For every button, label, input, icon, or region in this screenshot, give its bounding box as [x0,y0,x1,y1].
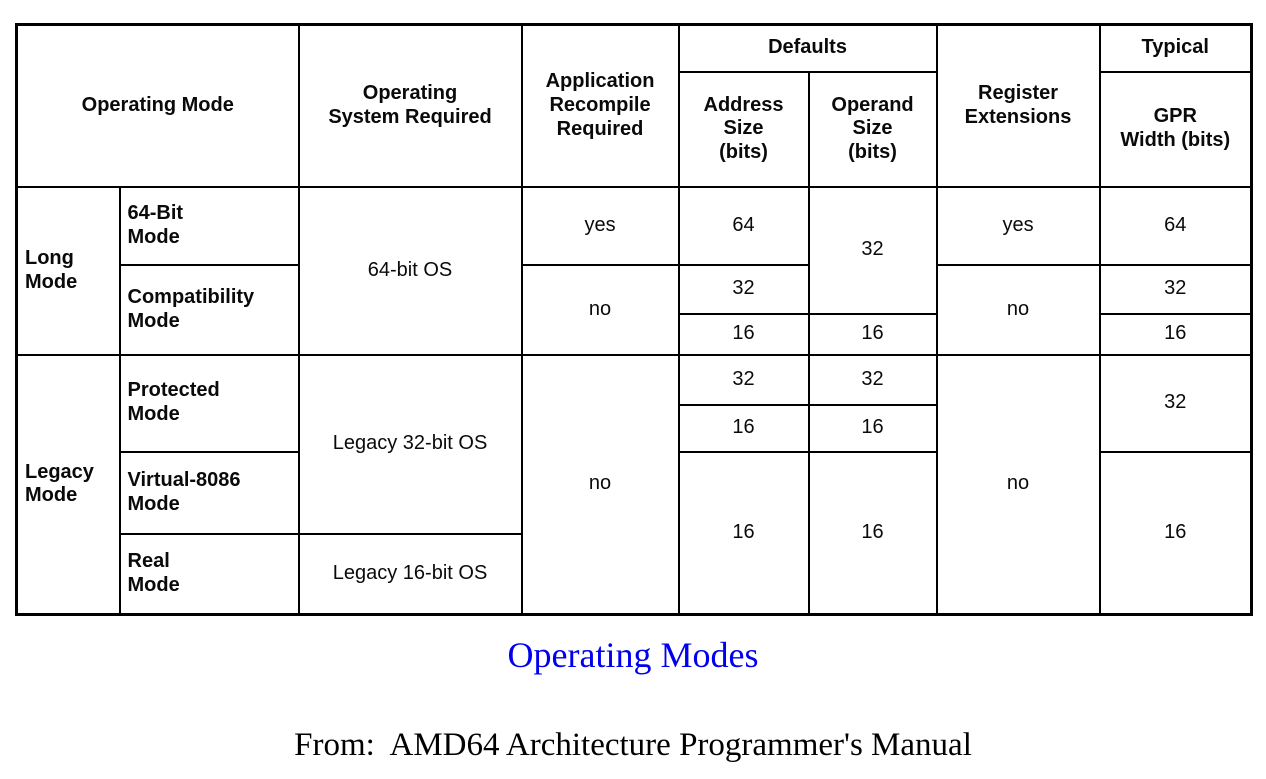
row-64bit-mode: Long Mode 64-Bit Mode 64-bit OS yes 64 3… [15,185,1253,356]
cell-gpr-compat-16: 16 [1098,312,1253,356]
cell-regext-compat: no [935,263,1101,356]
cell-operand-long32: 32 [807,185,938,315]
header-app-recompile: Application Recompile Required [520,23,680,188]
header-os-required: Operating System Required [297,23,523,188]
cell-protected-mode: Protected Mode [118,353,300,453]
cell-addr-compat-16: 16 [677,312,810,356]
cell-virtual8086-mode: Virtual-8086 Mode [118,450,300,535]
header-register-extensions: Register Extensions [935,23,1101,188]
cell-recompile-legacy: no [520,353,680,616]
header-operating-mode: Operating Mode [15,23,300,188]
cell-os-64bit: 64-bit OS [297,185,523,356]
cell-gpr-protected: 32 [1098,353,1253,453]
cell-gpr-compat-32: 32 [1098,263,1253,315]
cell-regext-legacy: no [935,353,1101,616]
cell-64bit-mode: 64-Bit Mode [118,185,300,266]
source-caption: From: AMD64 Architecture Programmer's Ma… [294,727,972,763]
cell-operand-protected-32: 32 [807,353,938,406]
row-virtual8086: Virtual-8086 Mode 16 16 16 [17,450,1253,616]
row-protected-a: Legacy Mode Protected Mode Legacy 32-bit… [15,353,1253,616]
header-row-2: Address Size (bits) Operand Size (bits) … [17,70,1253,188]
header-gpr-width: GPR Width (bits) [1098,70,1253,188]
header-address-size: Address Size (bits) [677,70,810,188]
cell-os-legacy16: Legacy 16-bit OS [297,532,523,616]
row-compatibility-b: 16 16 16 [17,312,1253,356]
cell-operand-compat-16: 16 [807,312,938,356]
cell-compatibility-mode: Compatibility Mode [118,263,300,356]
cell-operand-legacy-16: 16 [807,450,938,616]
cell-real-mode: Real Mode [118,532,300,616]
cell-addr-64bit: 64 [677,185,810,266]
cell-regext-64bit: yes [935,185,1101,266]
cell-gpr-legacy-16: 16 [1098,450,1253,616]
cell-long-mode: Long Mode [15,185,121,356]
figure-title: Operating Modes [507,635,759,675]
operating-modes-table: Operating Mode Operating System Required… [15,23,1254,616]
cell-recompile-64bit: yes [520,185,680,266]
cell-addr-protected-32: 32 [677,353,810,406]
cell-recompile-compat: no [520,263,680,356]
header-defaults: Defaults [677,23,938,73]
header-row-1: Operating Mode Operating System Required… [15,23,1253,188]
cell-addr-legacy-16: 16 [677,450,810,616]
row-real-mode: Real Mode Legacy 16-bit OS [17,532,1252,616]
row-protected-b: 16 16 [17,403,1252,453]
cell-os-legacy32: Legacy 32-bit OS [297,353,523,535]
row-compatibility-a: Compatibility Mode no 32 no 32 [17,263,1253,356]
cell-operand-protected-16: 16 [807,403,938,453]
cell-addr-compat-32: 32 [677,263,810,315]
cell-addr-protected-16: 16 [677,403,810,453]
cell-legacy-mode: Legacy Mode [15,353,121,616]
header-operand-size: Operand Size (bits) [807,70,938,188]
header-typical: Typical [1098,23,1253,73]
cell-gpr-64bit: 64 [1098,185,1253,266]
